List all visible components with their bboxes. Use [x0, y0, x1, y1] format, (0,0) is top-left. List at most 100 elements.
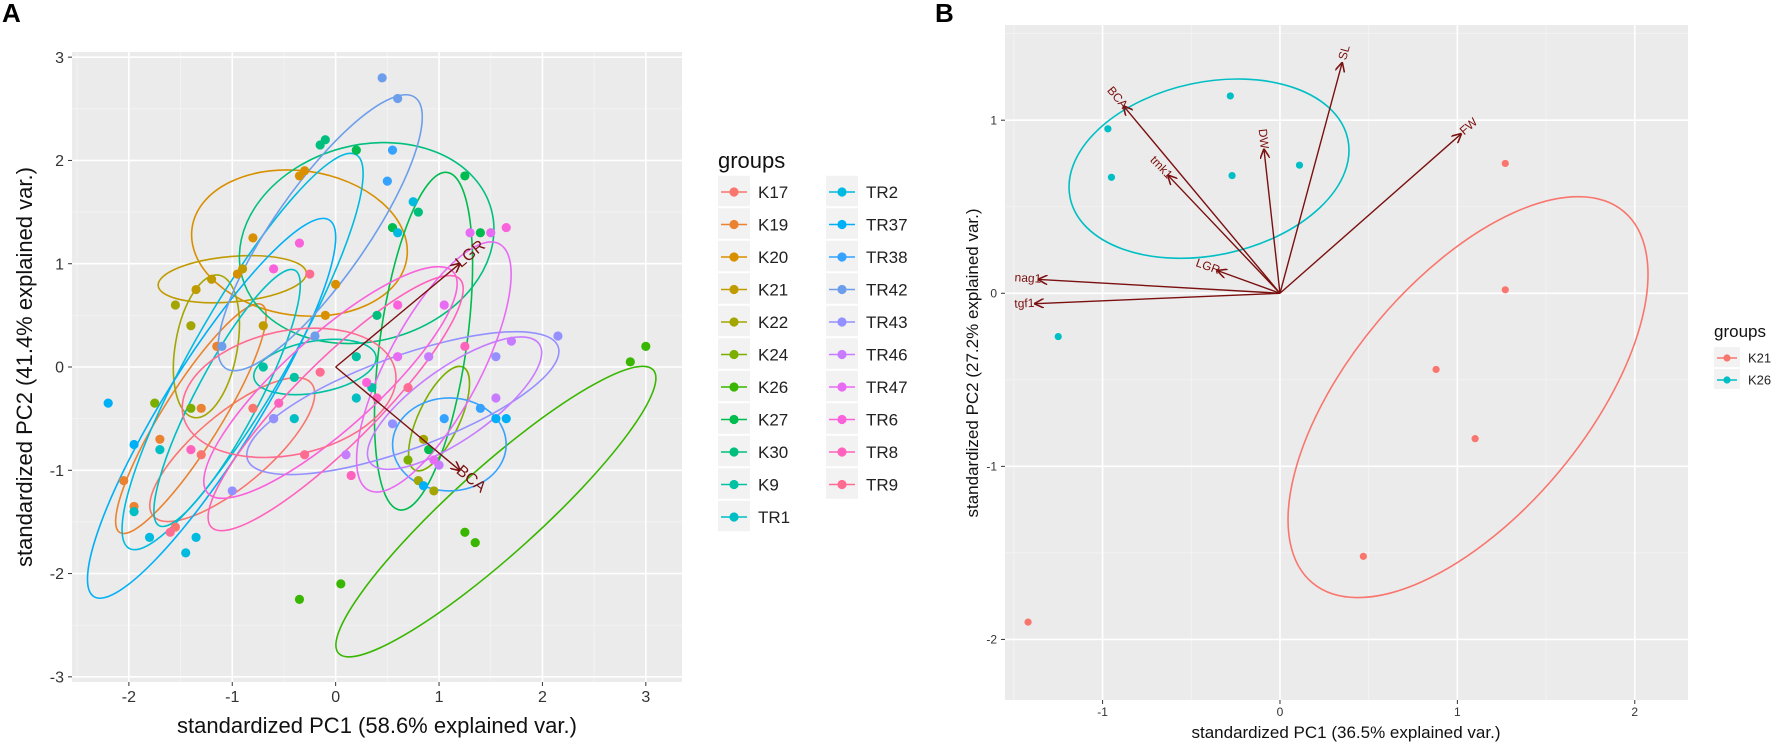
x-tick-label: 0: [1277, 705, 1284, 719]
legend-item-tr47: TR47: [826, 370, 908, 402]
point-tr9: [300, 450, 310, 460]
legend-item-tr42: TR42: [826, 273, 908, 304]
point-k26: [470, 537, 480, 548]
legend-item-k21: K21: [1714, 347, 1771, 367]
panel-b-ellipses: [1068, 78, 1649, 599]
legend-item-tr2: TR2: [826, 175, 898, 207]
point-tr38: [382, 176, 392, 186]
panel-b-legend: groups K21 K26: [1714, 322, 1771, 389]
point-tr42: [310, 331, 320, 341]
point-tr37: [129, 439, 139, 450]
point-k21: [1359, 552, 1367, 560]
legend-key-point: [729, 479, 739, 490]
point-tr43: [269, 414, 279, 424]
point-tr47: [486, 228, 496, 238]
point-k21: [1432, 365, 1440, 374]
loading-arrow-tmk1: [1168, 176, 1281, 294]
y-tick-label: -3: [50, 669, 64, 686]
point-tr38: [475, 403, 485, 413]
loading-arrow-bca: [1124, 106, 1281, 294]
loading-arrow-bca: [335, 366, 460, 470]
point-k21: [1024, 618, 1032, 626]
panel-b-x-axis-title: standardized PC1 (36.5% explained var.): [1191, 723, 1500, 742]
point-k30: [413, 207, 423, 217]
legend-item-tr6: TR6: [826, 403, 898, 434]
point-tr8: [274, 398, 284, 408]
y-tick-label: 1: [55, 256, 64, 273]
ellipse-tr47: [355, 241, 512, 493]
legend-key-point: [729, 284, 739, 295]
point-k19: [119, 476, 129, 486]
point-k20: [331, 279, 341, 289]
point-tr47: [439, 300, 449, 310]
legend-label: K26: [758, 378, 788, 397]
point-k27: [424, 445, 434, 455]
y-tick-label: 3: [55, 50, 64, 67]
ellipse-tr37: [86, 217, 337, 600]
point-tr2: [144, 532, 155, 543]
x-tick-label: 3: [641, 689, 650, 706]
ellipse-k26: [335, 365, 657, 658]
point-k24: [403, 455, 413, 465]
loading-arrow-sl: [1279, 63, 1342, 294]
point-k24: [150, 398, 160, 408]
legend-key-point: [837, 447, 847, 457]
point-tr37: [418, 481, 429, 491]
legend-item-k9: K9: [718, 468, 779, 499]
x-tick-label: -2: [122, 689, 136, 706]
legend-key-point: [837, 414, 847, 425]
point-tr38: [439, 414, 449, 424]
legend-label: K19: [758, 215, 788, 234]
legend-label: TR37: [866, 215, 908, 234]
ellipse-k9: [252, 338, 377, 396]
point-k24: [186, 403, 196, 413]
point-tr2: [408, 197, 418, 207]
legend-item-tr9: TR9: [826, 468, 898, 499]
legend-key-point: [729, 414, 739, 425]
legend-label: K30: [758, 443, 788, 462]
point-tr2: [393, 228, 403, 238]
point-k26: [460, 527, 470, 537]
ellipse-tr43: [245, 330, 560, 476]
point-tr1: [289, 414, 299, 424]
panel-a-ellipses: [86, 93, 657, 658]
legend-key-point: [729, 187, 739, 197]
legend-label: TR9: [866, 475, 898, 494]
x-tick-label: 2: [1631, 705, 1638, 719]
ellipse-k21: [1287, 195, 1649, 599]
point-k26: [1107, 173, 1116, 181]
panel-b-points: [1024, 92, 1509, 626]
point-tr43: [227, 486, 237, 496]
legend-label: K21: [758, 280, 788, 299]
point-tr8: [346, 470, 356, 481]
point-tr47: [393, 352, 403, 362]
x-tick-label: -1: [1097, 705, 1108, 719]
point-tr43: [491, 352, 501, 362]
legend-key-point: [837, 317, 847, 327]
loading-arrow-tgf1: [1035, 292, 1281, 303]
point-tr1: [155, 445, 165, 455]
legend-key-point: [729, 512, 739, 522]
legend-key-point: [729, 447, 739, 457]
legend-label: TR8: [866, 443, 898, 462]
point-k27: [475, 228, 485, 238]
loading-arrow-nag1: [1039, 279, 1281, 294]
legend-item-tr37: TR37: [826, 208, 908, 239]
panel-a-legend: groups K17 K19 K20 K21 K22 K24 K26 K27 K30 K9 TR1 T…: [718, 148, 908, 532]
legend-label: K9: [758, 475, 779, 494]
point-k26: [1228, 171, 1236, 180]
point-k21: [1471, 435, 1479, 443]
point-k22: [170, 300, 180, 310]
legend-item-k30: K30: [718, 435, 788, 467]
y-tick-label: 1: [990, 113, 997, 127]
legend-label: TR47: [866, 378, 908, 397]
point-tr9: [403, 383, 413, 393]
point-k27: [351, 145, 361, 155]
point-k21: [191, 284, 201, 295]
legend-item-k22: K22: [718, 305, 788, 337]
point-tr9: [315, 367, 325, 377]
point-tr9: [305, 269, 315, 279]
legend-key-point: [729, 349, 739, 360]
